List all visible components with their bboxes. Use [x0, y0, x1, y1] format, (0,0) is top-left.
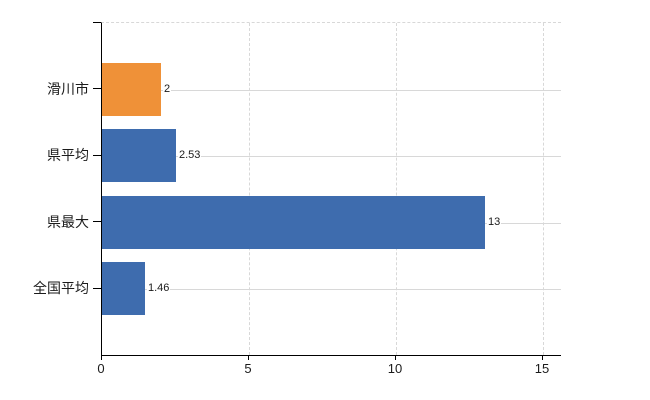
gridline-horizontal-row2 [102, 156, 561, 157]
y-axis-tick-row3 [93, 221, 101, 222]
bar-value-label: 2.53 [178, 149, 202, 162]
bar-row-pref-average: 2.53 [102, 129, 202, 182]
x-axis-tick-10 [395, 355, 396, 360]
bar-row-pref-max: 13 [102, 196, 502, 249]
x-axis-label-0: 0 [97, 361, 105, 376]
gridline-horizontal-row4 [102, 289, 561, 290]
bar-pref-average [102, 129, 176, 182]
bar-value-label: 2 [163, 83, 172, 96]
category-label-pref-max: 県最大 [47, 214, 89, 230]
category-label-namerikawa: 滑川市 [47, 81, 89, 97]
bar-row-national-average: 1.46 [102, 262, 171, 315]
gridline-vertical-10 [396, 23, 397, 355]
plot-area: 2 2.53 13 1.46 [101, 22, 561, 356]
x-axis-tick-15 [542, 355, 543, 360]
x-axis-tick-5 [248, 355, 249, 360]
category-label-pref-average: 県平均 [47, 147, 89, 163]
category-label-national-average: 全国平均 [33, 280, 89, 296]
y-axis-tick-row4 [93, 288, 101, 289]
x-axis-label-15: 15 [534, 361, 550, 376]
gridline-vertical-15 [543, 23, 544, 355]
y-axis-tick-row2 [93, 155, 101, 156]
y-axis-tick-top [93, 22, 101, 23]
x-axis-label-5: 5 [244, 361, 252, 376]
x-axis-tick-0 [101, 355, 102, 360]
bar-value-label: 1.46 [147, 282, 171, 295]
y-axis-tick-row1 [93, 88, 101, 89]
bar-pref-max [102, 196, 485, 249]
gridline-vertical-5 [249, 23, 250, 355]
bar-row-namerikawa: 2 [102, 63, 172, 116]
bar-namerikawa [102, 63, 161, 116]
x-axis-label-10: 10 [387, 361, 403, 376]
bar-value-label: 13 [487, 216, 502, 229]
bar-national-average [102, 262, 145, 315]
gridline-horizontal-row1 [102, 90, 561, 91]
